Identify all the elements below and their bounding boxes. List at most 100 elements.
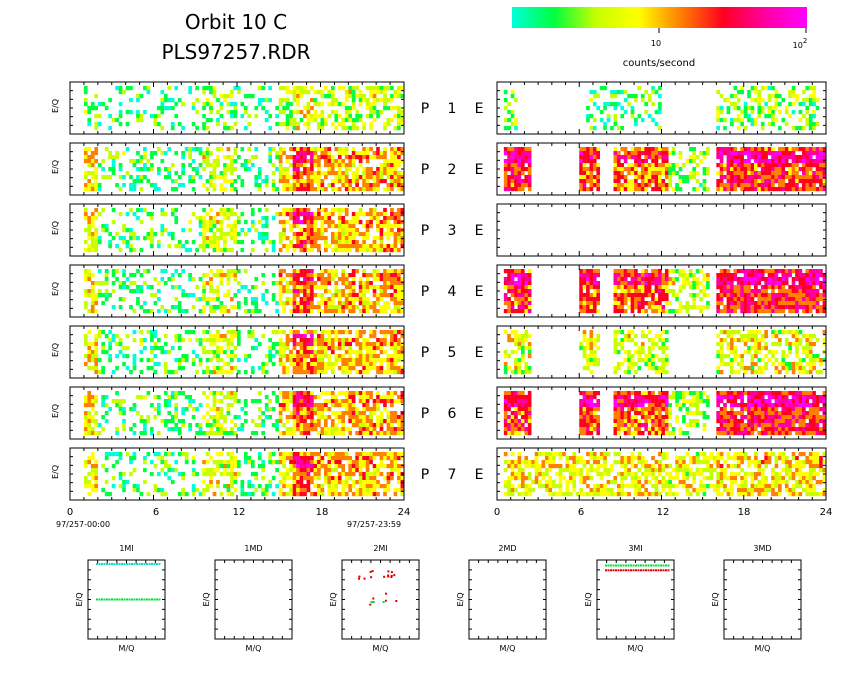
right-heat-cell <box>812 122 816 127</box>
right-heat-cell <box>716 293 720 298</box>
left-heat-cell <box>292 301 297 306</box>
left-heat-cell <box>97 183 102 188</box>
right-heat-cell <box>613 370 618 375</box>
right-heat-cell <box>805 155 810 160</box>
left-heat-cell <box>351 293 356 298</box>
left-heat-cell <box>393 330 398 335</box>
left-heat-cell <box>390 362 394 367</box>
right-heat-cell <box>661 163 666 168</box>
left-heat-cell <box>153 232 158 237</box>
left-heat-cell <box>122 354 126 359</box>
left-heat-cell <box>303 309 307 314</box>
left-heat-cell <box>379 277 384 282</box>
right-heat-cell <box>791 167 796 172</box>
right-heat-cell <box>579 159 583 164</box>
right-heat-cell <box>723 285 727 290</box>
right-heat-cell <box>579 151 583 156</box>
left-heat-cell <box>344 297 349 302</box>
left-heat-cell <box>230 228 234 233</box>
left-heat-cell <box>289 240 293 245</box>
right-heat-cell <box>592 297 597 302</box>
left-heat-cell <box>376 358 380 363</box>
right-heat-cell <box>520 309 525 314</box>
left-heat-cell <box>289 273 293 278</box>
right-heat-cell <box>630 269 635 274</box>
right-heat-cell <box>654 159 659 164</box>
right-heat-cell <box>627 273 631 278</box>
left-heat-cell <box>212 216 217 221</box>
left-heat-cell <box>397 342 401 347</box>
left-heat-cell <box>330 370 335 375</box>
left-heat-cell <box>268 338 272 343</box>
right-heat-cell <box>630 179 635 184</box>
right-heat-cell <box>510 281 515 286</box>
left-heat-cell <box>146 90 151 95</box>
left-heat-cell <box>177 175 182 180</box>
left-heat-cell <box>303 167 307 172</box>
right-heat-cell <box>812 183 816 188</box>
left-heat-cell <box>226 330 231 335</box>
right-heat-cell <box>771 297 775 302</box>
left-heat-cell <box>195 171 199 176</box>
right-heat-cell <box>634 147 638 152</box>
left-heat-cell <box>282 277 286 282</box>
left-heat-cell <box>136 94 140 99</box>
right-heat-cell <box>778 171 782 176</box>
right-heat-cell <box>507 277 511 282</box>
right-heat-cell <box>637 354 642 359</box>
left-heat-cell <box>285 118 290 123</box>
right-heat-cell <box>582 366 587 371</box>
left-heat-cell <box>358 309 363 314</box>
left-heat-cell <box>344 94 349 99</box>
left-heat-cell <box>383 106 387 111</box>
right-heat-cell <box>750 118 755 123</box>
left-heat-cell <box>341 354 346 359</box>
left-heat-cell <box>320 277 325 282</box>
left-heat-cell <box>226 293 231 298</box>
left-heat-cell <box>240 285 245 290</box>
right-heat-cell <box>812 305 816 310</box>
left-heat-cell <box>348 305 353 310</box>
right-heat-cell <box>788 301 792 306</box>
right-heat-cell <box>815 309 820 314</box>
left-heat-cell <box>327 277 332 282</box>
right-heat-cell <box>760 289 765 294</box>
right-heat-cell <box>788 285 792 290</box>
left-heat-cell <box>226 167 231 172</box>
right-heat-cell <box>747 179 751 184</box>
right-heat-cell <box>651 163 655 168</box>
left-heat-cell <box>226 224 231 229</box>
left-heat-cell <box>372 358 377 363</box>
left-heat-cell <box>223 334 227 339</box>
left-heat-cell <box>292 269 297 274</box>
left-heat-cell <box>337 122 342 127</box>
left-heat-cell <box>115 151 119 156</box>
right-heat-cell <box>586 366 590 371</box>
right-heat-cell <box>651 342 655 347</box>
right-heat-cell <box>730 273 734 278</box>
left-heat-cell <box>289 330 293 335</box>
left-heat-cell <box>289 147 293 152</box>
left-heat-cell <box>358 285 363 290</box>
left-heat-cell <box>209 90 213 95</box>
right-heat-cell <box>788 179 792 184</box>
left-heat-cell <box>397 338 401 343</box>
left-heat-cell <box>209 163 213 168</box>
left-heat-cell <box>219 224 224 229</box>
left-heat-cell <box>296 147 300 152</box>
right-heat-cell <box>784 305 789 310</box>
left-heat-cell <box>202 281 206 286</box>
left-heat-cell <box>153 183 158 188</box>
left-heat-cell <box>150 240 154 245</box>
left-heat-cell <box>303 350 307 355</box>
left-heat-cell <box>386 118 391 123</box>
left-heat-cell <box>386 236 391 241</box>
left-heat-cell <box>230 338 234 343</box>
right-heat-cell <box>778 102 782 107</box>
right-heat-cell <box>510 90 515 95</box>
right-heat-cell <box>613 330 618 335</box>
right-heat-cell <box>661 338 666 343</box>
left-heat-cell <box>233 212 238 217</box>
right-heat-cell <box>654 163 659 168</box>
left-heat-cell <box>282 236 286 241</box>
